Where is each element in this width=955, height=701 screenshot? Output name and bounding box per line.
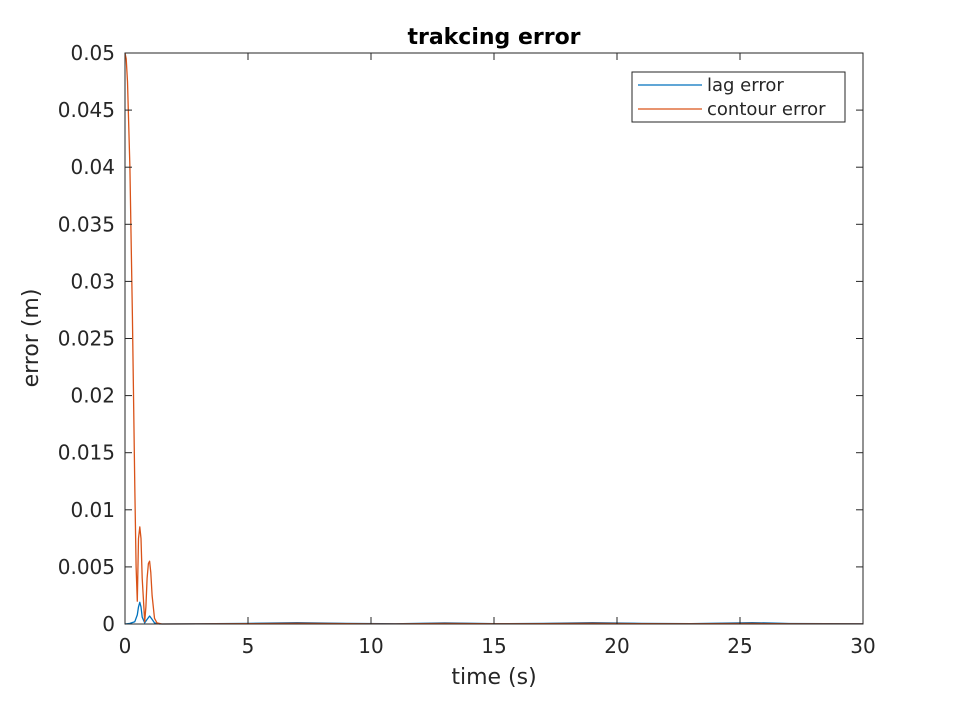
plot-area (125, 53, 863, 624)
chart-title: trakcing error (407, 25, 580, 50)
y-tick-label: 0.035 (58, 212, 115, 236)
y-tick-label: 0.04 (70, 155, 115, 179)
legend-box (631, 71, 846, 123)
y-tick-label: 0.005 (58, 555, 115, 579)
x-tick-label: 10 (358, 634, 383, 658)
y-tick-label: 0.02 (70, 384, 115, 408)
y-tick-label: 0.045 (58, 98, 115, 122)
x-tick-label: 20 (604, 634, 629, 658)
y-tick-label: 0.01 (70, 498, 115, 522)
plot-background (125, 53, 863, 624)
x-tick-label: 15 (481, 634, 506, 658)
y-tick-label: 0.03 (70, 269, 115, 293)
y-axis-label: error (m) (19, 289, 44, 388)
legend: lag error contour error (631, 71, 846, 123)
y-tick-label: 0.05 (70, 41, 115, 65)
y-axis: 0 0.005 0.01 0.015 0.02 0.025 0.03 0.035 0.04 0.0… (58, 41, 863, 636)
y-tick-label: 0 (102, 612, 115, 636)
x-tick-label: 0 (119, 634, 132, 658)
legend-label: lag error (707, 75, 784, 96)
x-axis: 0 5 10 15 20 25 30 (119, 53, 876, 658)
x-axis-label: time (s) (451, 665, 536, 690)
legend-label: contour error (707, 99, 826, 120)
x-tick-label: 5 (242, 634, 255, 658)
x-tick-label: 25 (727, 634, 752, 658)
y-tick-label: 0.025 (58, 327, 115, 351)
x-tick-label: 30 (850, 634, 875, 658)
y-tick-label: 0.015 (58, 441, 115, 465)
